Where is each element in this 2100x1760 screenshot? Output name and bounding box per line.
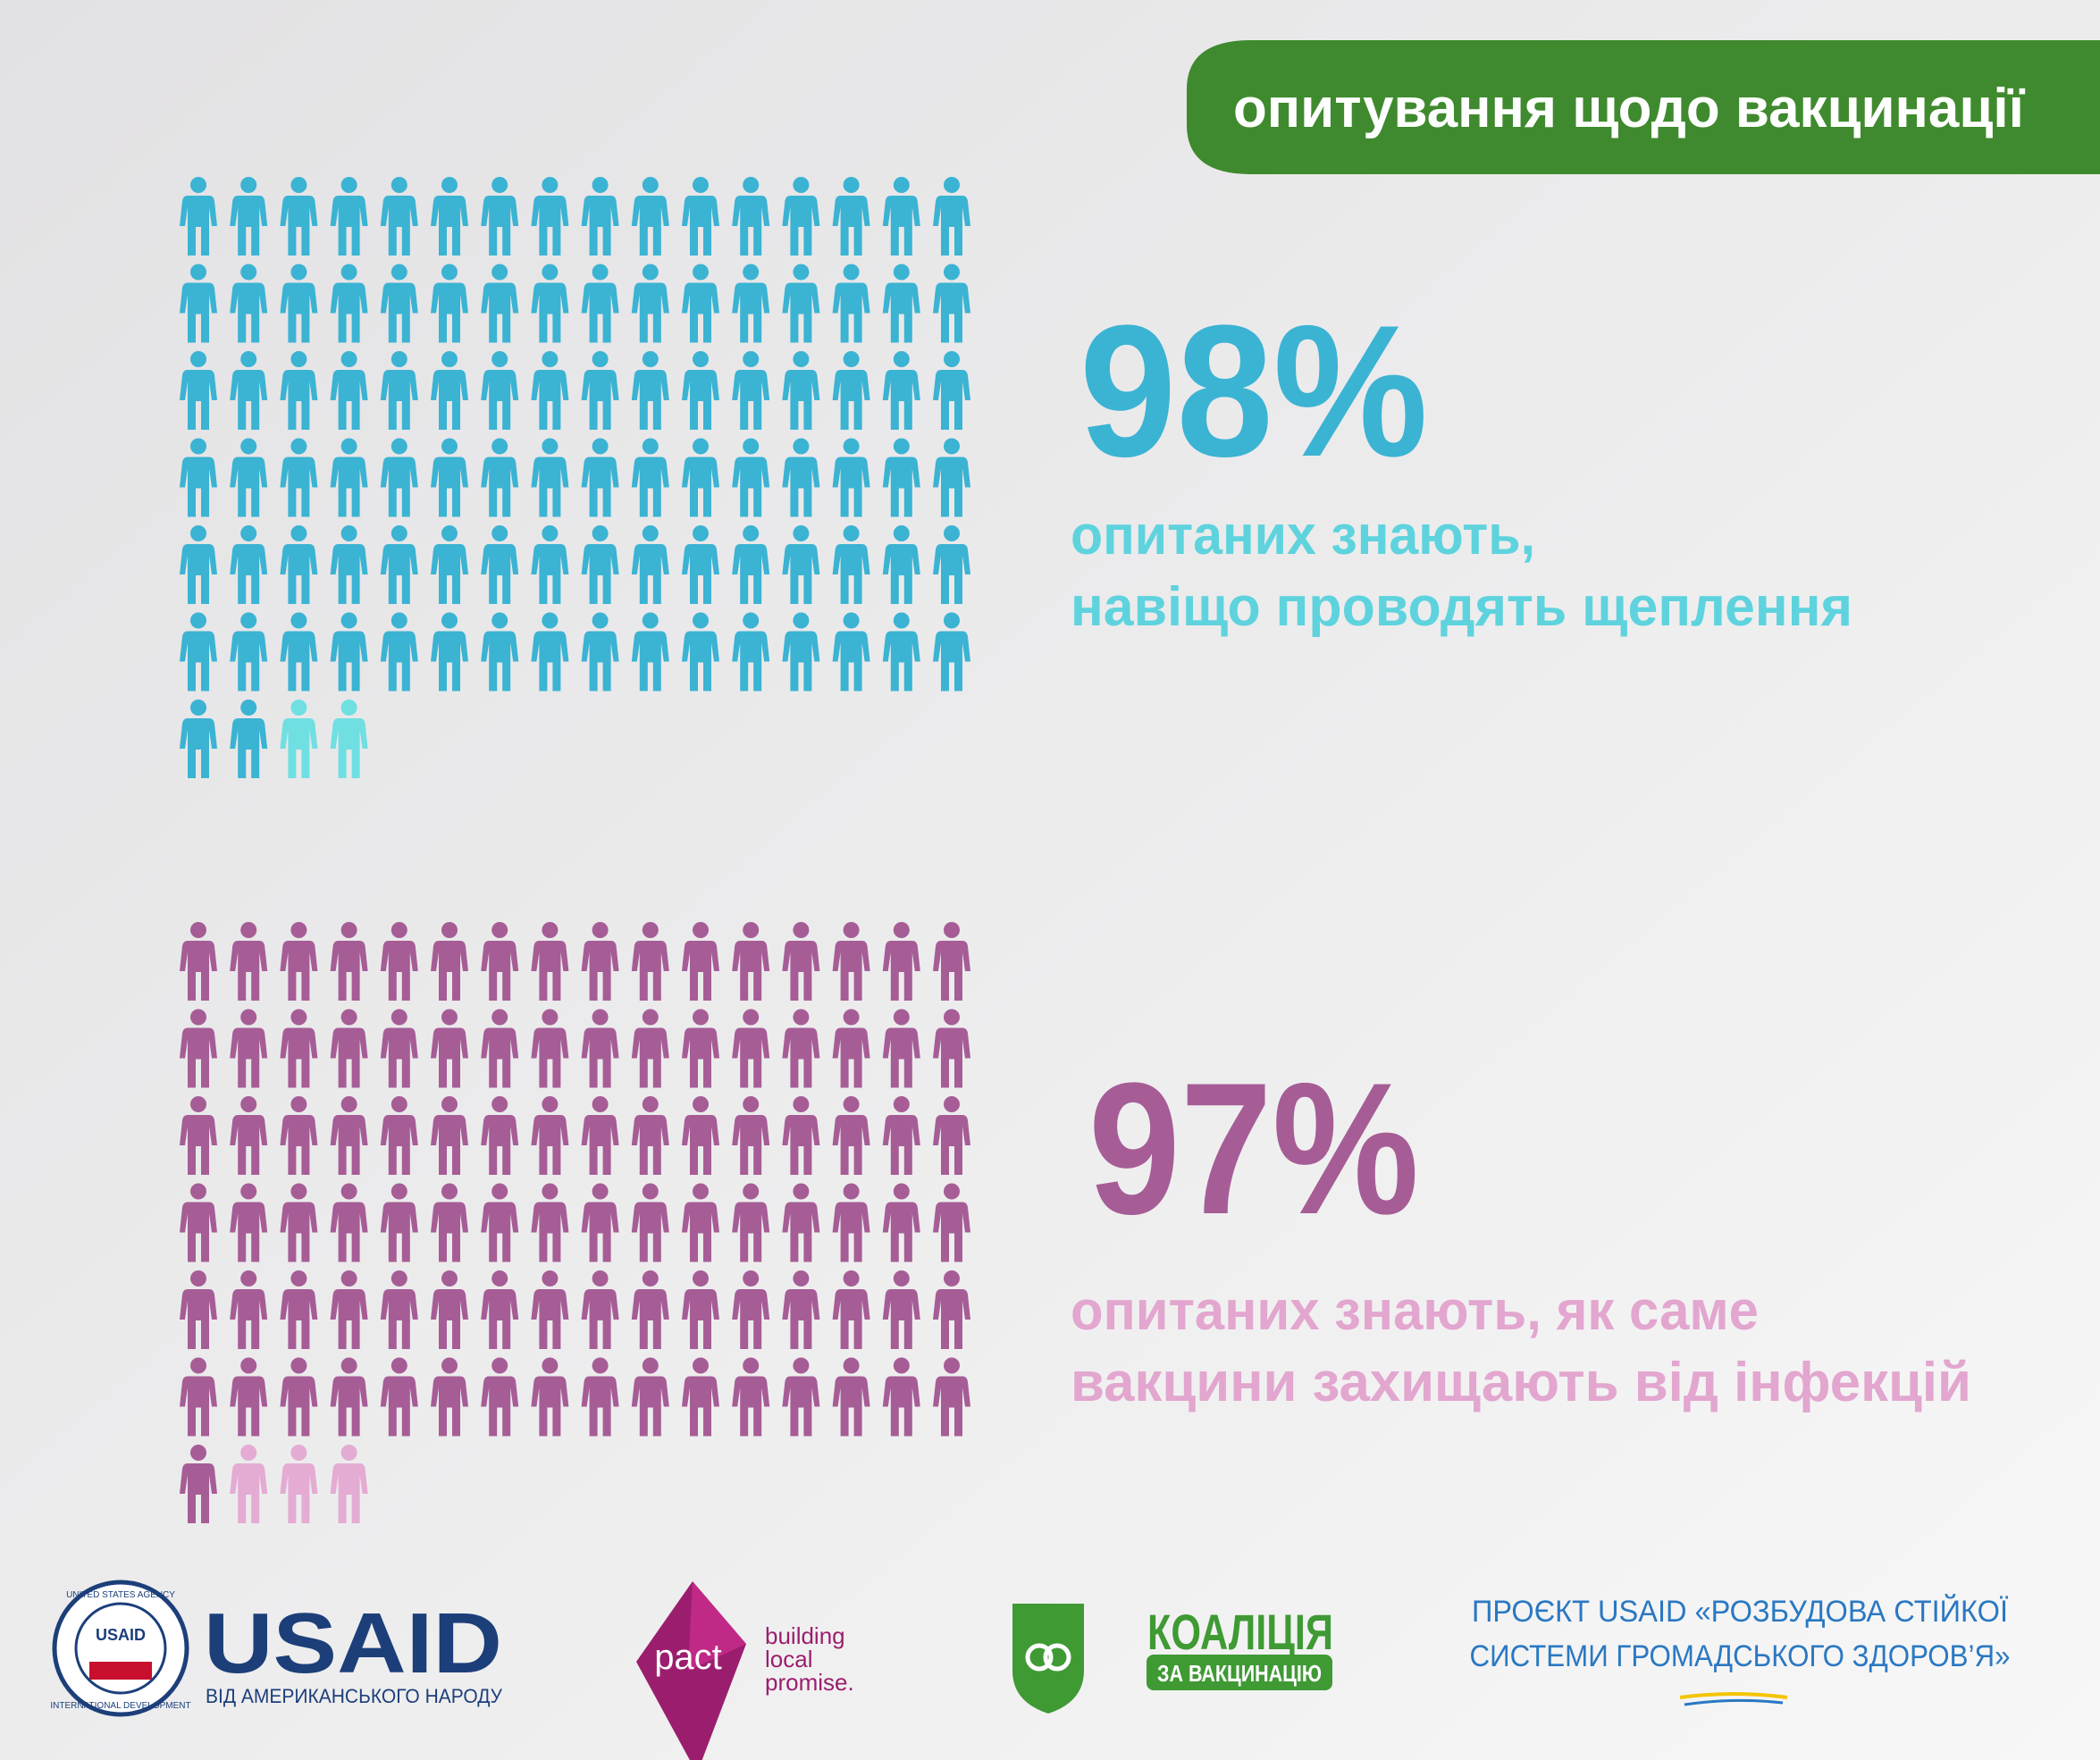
panels: 98% опитаних знають, навіщо проводять щепл… xyxy=(180,177,1971,1523)
percent: 98% xyxy=(1079,286,1428,496)
pact-logo: pact building local promise. xyxy=(636,1581,854,1760)
project-line: ПРОЄКТ USAID «РОЗБУДОВА СТІЙКОЇ xyxy=(1472,1595,2009,1629)
usaid-stripes xyxy=(89,1662,152,1680)
pact-tagline: building xyxy=(765,1622,845,1649)
percent: 97% xyxy=(1088,1043,1419,1253)
coalition-shield xyxy=(1012,1604,1084,1714)
coalition-logo: КОАЛІЦІЯ ЗА ВАКЦИНАЦІЮ xyxy=(1012,1604,1333,1714)
panel-text: опитаних знають, xyxy=(1071,505,1535,566)
panel-text: навіщо проводять щеплення xyxy=(1071,576,1852,638)
usaid-logo: UNITED STATES AGENCY INTERNATIONAL DEVEL… xyxy=(50,1580,503,1717)
coalition-emblem xyxy=(1043,1643,1071,1672)
coalition-name: КОАЛІЦІЯ xyxy=(1147,1604,1333,1660)
usaid-seal-bottom: INTERNATIONAL DEVELOPMENT xyxy=(50,1701,190,1711)
pact-shape-facet xyxy=(688,1581,746,1671)
header-title: опитування щодо вакцинації xyxy=(1233,78,2026,139)
coalition-badge xyxy=(1147,1655,1332,1690)
usaid-seal-center: USAID xyxy=(96,1626,146,1644)
pact-tagline: promise. xyxy=(765,1669,854,1696)
coalition-tagline: ЗА ВАКЦИНАЦІЮ xyxy=(1157,1660,1322,1687)
project-swoosh xyxy=(1679,1692,1788,1699)
coalition-emblem xyxy=(1025,1643,1054,1672)
pact-tagline: local xyxy=(765,1646,812,1672)
project-line: СИСТЕМИ ГРОМАДСЬКОГО ЗДОРОВ’Я» xyxy=(1470,1639,2011,1673)
usaid-name: USAID xyxy=(204,1596,502,1691)
pact-name: pact xyxy=(654,1638,722,1677)
usaid-tagline: ВІД АМЕРИКАНСЬКОГО НАРОДУ xyxy=(206,1685,503,1707)
panel-text: вакцини захищають від інфекцій xyxy=(1071,1352,1971,1413)
project-swoosh xyxy=(1684,1698,1784,1706)
project-note: ПРОЄКТ USAID «РОЗБУДОВА СТІЙКОЇ СИСТЕМИ … xyxy=(1470,1595,2011,1706)
usaid-seal-top: UNITED STATES AGENCY xyxy=(66,1590,175,1600)
header-pill xyxy=(1187,40,2100,174)
panel-text: опитаних знають, як саме xyxy=(1071,1280,1759,1342)
